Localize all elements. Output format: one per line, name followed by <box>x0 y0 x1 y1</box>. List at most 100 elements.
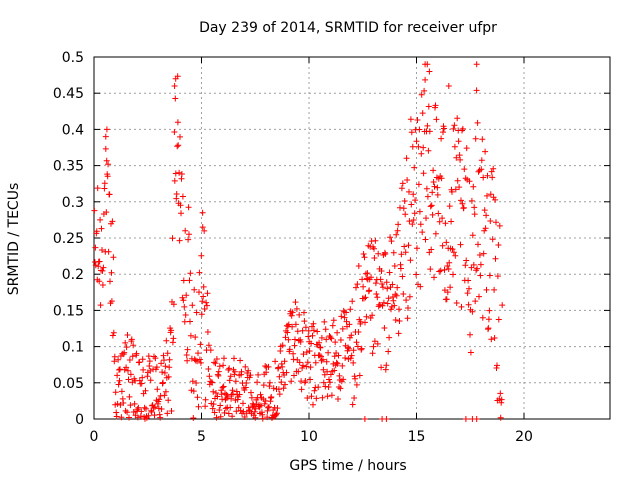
data-point <box>120 400 127 406</box>
data-point <box>170 335 177 342</box>
data-point <box>170 301 177 308</box>
data-point <box>472 135 479 142</box>
data-point <box>106 191 113 198</box>
data-point <box>179 193 186 200</box>
data-point <box>392 317 399 323</box>
data-point <box>494 273 501 280</box>
data-point <box>192 334 199 341</box>
data-point <box>111 353 118 360</box>
data-point <box>369 312 376 319</box>
data-point <box>384 300 391 307</box>
x-tick-label: 0 <box>90 429 99 445</box>
data-point <box>434 191 441 198</box>
data-point <box>406 188 412 195</box>
data-point <box>161 369 168 376</box>
data-point <box>242 363 249 370</box>
data-point <box>295 368 302 375</box>
data-point <box>303 363 310 370</box>
data-point <box>353 284 359 291</box>
data-point <box>210 401 217 408</box>
data-point <box>427 203 434 210</box>
data-point <box>389 281 396 288</box>
y-tick-label: 0.2 <box>62 267 84 283</box>
data-point <box>466 285 472 292</box>
data-point <box>138 408 145 415</box>
data-point <box>110 329 117 336</box>
data-point <box>399 273 406 280</box>
data-point <box>187 332 194 339</box>
data-point <box>461 166 468 173</box>
data-point <box>292 321 299 328</box>
data-point <box>247 372 254 379</box>
data-point <box>450 125 457 132</box>
data-point <box>272 358 279 365</box>
data-point <box>414 117 421 123</box>
data-point <box>232 378 239 385</box>
data-point <box>130 342 137 349</box>
y-tick-label: 0.3 <box>62 195 84 211</box>
y-tick-label: 0.35 <box>53 159 84 175</box>
data-point <box>495 316 502 323</box>
data-point <box>425 147 432 154</box>
data-point <box>307 364 314 371</box>
data-point <box>158 360 165 367</box>
data-point <box>445 266 452 272</box>
data-point <box>147 377 154 384</box>
data-point <box>465 277 472 284</box>
data-point <box>411 210 418 217</box>
data-point <box>473 61 480 68</box>
data-point <box>200 283 207 290</box>
data-point <box>268 394 275 400</box>
data-point <box>206 373 213 380</box>
data-point <box>442 220 449 227</box>
data-point <box>403 297 410 304</box>
data-point <box>419 110 426 117</box>
data-point <box>192 357 199 364</box>
data-point <box>402 211 409 218</box>
data-point <box>406 218 413 225</box>
data-point <box>193 380 200 386</box>
data-point <box>464 290 471 297</box>
data-point <box>334 329 341 336</box>
data-point <box>432 230 439 237</box>
data-point <box>109 332 116 339</box>
data-point <box>124 409 131 416</box>
data-point <box>473 416 480 422</box>
data-point <box>265 404 271 411</box>
data-point <box>339 325 346 332</box>
data-point <box>401 243 408 250</box>
data-point <box>492 196 499 203</box>
data-point <box>483 212 490 219</box>
data-point <box>328 392 335 399</box>
data-point <box>375 250 382 257</box>
data-point <box>495 242 502 248</box>
data-point <box>94 185 101 192</box>
data-point <box>180 297 187 304</box>
data-point <box>310 327 317 334</box>
data-point <box>122 339 129 346</box>
data-point <box>285 336 292 343</box>
data-point <box>307 376 314 383</box>
data-point <box>401 198 408 204</box>
data-point <box>392 291 399 298</box>
data-point <box>134 414 141 421</box>
data-point <box>181 303 188 310</box>
data-point <box>361 295 367 302</box>
data-point <box>424 61 431 68</box>
data-point <box>291 342 298 349</box>
data-point <box>302 378 309 384</box>
data-point <box>201 306 208 312</box>
data-point <box>400 291 407 297</box>
data-point <box>356 372 363 379</box>
data-point <box>319 394 326 401</box>
data-point <box>409 143 416 150</box>
data-point <box>128 336 135 343</box>
data-point <box>327 334 334 341</box>
data-point <box>130 409 137 415</box>
data-point <box>184 357 191 364</box>
data-point <box>184 346 191 353</box>
data-point <box>126 357 133 363</box>
data-point <box>314 328 321 335</box>
data-point <box>151 412 158 419</box>
data-point <box>315 384 322 391</box>
